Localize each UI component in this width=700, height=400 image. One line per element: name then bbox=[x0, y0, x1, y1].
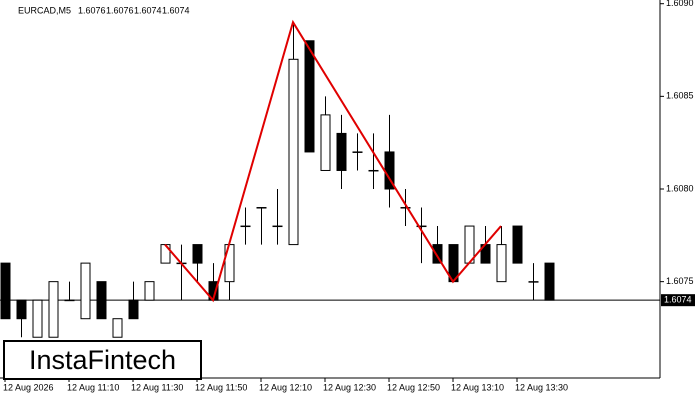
candle-body bbox=[272, 225, 283, 228]
x-tick-label: 12 Aug 2026 bbox=[3, 382, 54, 392]
candle-body bbox=[496, 244, 507, 283]
candle-body bbox=[256, 207, 267, 209]
watermark-logo: InstaFintech bbox=[3, 340, 202, 380]
pattern-line bbox=[164, 19, 502, 303]
candle-body bbox=[432, 244, 443, 264]
x-tick-label: 12 Aug 12:50 bbox=[387, 382, 440, 392]
candle-body bbox=[96, 281, 107, 320]
candle-body bbox=[512, 225, 523, 264]
candle-body bbox=[64, 299, 75, 302]
candle-body bbox=[352, 151, 363, 153]
y-tick-label: 1.6075 bbox=[666, 276, 694, 286]
candle-body bbox=[80, 262, 91, 320]
header-price: 1.6074 bbox=[134, 5, 162, 15]
candle-body bbox=[32, 299, 43, 338]
candle-body bbox=[400, 207, 411, 209]
header-price: 1.6076 bbox=[78, 5, 106, 15]
candle-body bbox=[128, 299, 139, 320]
y-tick-label: 1.6090 bbox=[666, 0, 694, 8]
candle-body bbox=[224, 244, 235, 283]
candle-body bbox=[0, 262, 11, 320]
x-tick-label: 12 Aug 12:30 bbox=[323, 382, 376, 392]
candle-body bbox=[336, 132, 347, 171]
candle-body bbox=[288, 58, 299, 246]
last-price-label: 1.6074 bbox=[664, 295, 692, 305]
x-tick-label: 12 Aug 11:30 bbox=[131, 382, 183, 392]
x-tick-label: 12 Aug 13:30 bbox=[515, 382, 568, 392]
candle-body bbox=[192, 244, 203, 264]
header-price: 1.6074 bbox=[162, 5, 190, 15]
candle-body bbox=[320, 114, 331, 171]
plot-area bbox=[0, 0, 660, 378]
symbol: EURCAD,M5 bbox=[18, 5, 71, 15]
candle-body bbox=[112, 318, 123, 338]
candle-body bbox=[144, 281, 155, 301]
candle-body bbox=[304, 40, 315, 153]
candle-body bbox=[368, 169, 379, 172]
x-tick-label: 12 Aug 12:10 bbox=[259, 382, 312, 392]
y-tick-label: 1.6085 bbox=[666, 91, 694, 101]
header-price: 1.6076 bbox=[106, 5, 134, 15]
y-tick-label: 1.6080 bbox=[666, 183, 694, 193]
x-tick-label: 12 Aug 11:50 bbox=[195, 382, 247, 392]
x-tick-label: 12 Aug 13:10 bbox=[451, 382, 504, 392]
candle-body bbox=[240, 225, 251, 228]
x-tick-label: 12 Aug 11:10 bbox=[67, 382, 119, 392]
candle-body bbox=[48, 281, 59, 338]
candle-body bbox=[16, 299, 27, 320]
last-price-box bbox=[661, 294, 695, 307]
candle-body bbox=[416, 225, 427, 228]
candle-body bbox=[544, 262, 555, 301]
candle-body bbox=[528, 281, 539, 283]
